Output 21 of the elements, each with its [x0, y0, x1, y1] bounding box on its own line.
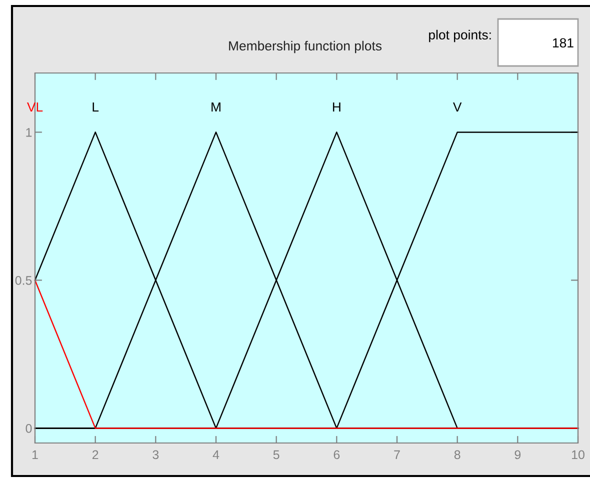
x-tick-label: 1 [32, 450, 38, 460]
x-tick-label: 2 [92, 450, 98, 460]
x-tick-label: 6 [334, 450, 340, 460]
series-label: H [332, 102, 340, 112]
y-tick-label: 0.5 [15, 276, 32, 285]
series-label: L [92, 102, 99, 112]
y-tick-label: 1 [26, 128, 32, 137]
x-tick-label: 9 [514, 450, 521, 460]
text: 181 [552, 38, 574, 48]
text: plot points: [429, 30, 491, 42]
series-label: M [212, 102, 220, 112]
x-tick-label: 3 [152, 450, 159, 460]
x-tick-label: 4 [212, 450, 220, 460]
text: VL [26, 102, 43, 112]
x-tick-label: 10 [572, 450, 584, 460]
x-tick-label: 8 [454, 450, 460, 460]
y-tick-label: 0 [26, 424, 32, 433]
series-label: V [452, 102, 462, 112]
x-tick-label: 5 [273, 450, 280, 460]
x-tick-label: 7 [394, 450, 400, 460]
chart-title: Membership function plots [229, 40, 382, 54]
